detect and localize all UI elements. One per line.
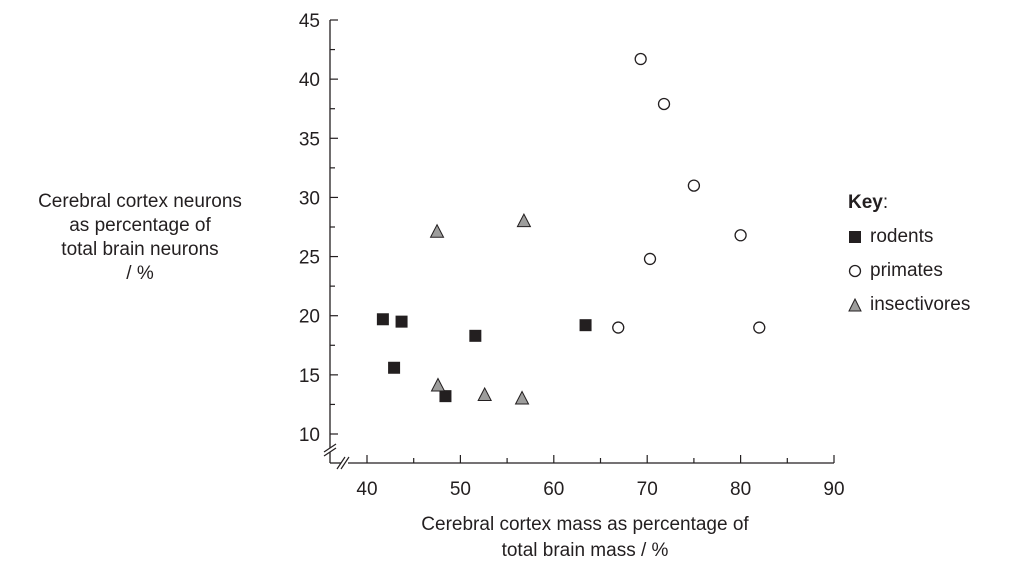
data-point-insectivore [516,213,532,228]
x-tick-label: 90 [823,479,844,500]
legend-square-icon [849,231,861,243]
x-tick-label: 40 [356,479,377,500]
legend-item-insectivores: insectivores [848,288,970,322]
data-point-primate [687,179,701,192]
legend-circle-icon [848,264,862,278]
y-tick-label: 35 [299,129,320,150]
x-tick-label: 80 [730,479,751,500]
x-axis-break-mark [336,456,346,470]
y-axis-label: Cerebral cortex neurons as percentage of… [38,191,242,284]
data-point-primate [734,229,747,242]
legend-title: Key: [848,186,970,220]
data-point-rodent [395,315,408,328]
y-axis-break-mark [323,447,337,457]
data-point-primate [753,321,766,334]
data-point-insectivore [514,390,530,405]
x-tick-label: 70 [637,479,658,500]
legend-label-rodents: rodents [870,226,934,247]
data-point-rodent [376,313,389,326]
data-point-primate [634,52,647,66]
data-point-insectivore [430,377,446,392]
legend-item-primates: primates [848,254,970,288]
y-axis-break-mark [323,443,337,453]
data-point-rodent [469,329,482,342]
y-tick-label: 30 [299,188,320,209]
y-tick-label: 20 [299,307,320,328]
x-tick-label: 60 [543,479,564,500]
axes: 10 15 20 25 30 35 40 45 40 50 60 70 80 90 [299,11,845,500]
y-tick-label: 25 [299,248,320,269]
legend: Key: rodents primates insectivores [848,186,970,322]
data-point-primate [612,321,625,334]
x-axis-label: Cerebral cortex mass as percentage of to… [421,514,749,561]
data-point-rodent [439,390,452,403]
y-tick-label: 40 [299,70,320,91]
x-axis-break-mark [340,456,350,470]
y-tick-label: 10 [299,425,320,446]
data-point-rodent [579,319,592,332]
data-point-insectivore [477,386,493,401]
x-tick-label: 50 [450,479,471,500]
legend-title-text: Key [848,192,883,213]
y-tick-label: 15 [299,366,320,387]
legend-label-primates: primates [870,260,943,281]
data-point-rodent [388,361,401,374]
legend-title-colon: : [882,192,889,213]
y-tick-label: 45 [299,11,320,32]
legend-item-rodents: rodents [848,220,970,254]
legend-label-insectivores: insectivores [870,294,971,315]
data-points [376,52,766,405]
data-point-insectivore [429,223,445,238]
legend-triangle-icon [848,298,862,312]
data-point-primate [643,252,657,266]
data-point-primate [657,97,671,111]
